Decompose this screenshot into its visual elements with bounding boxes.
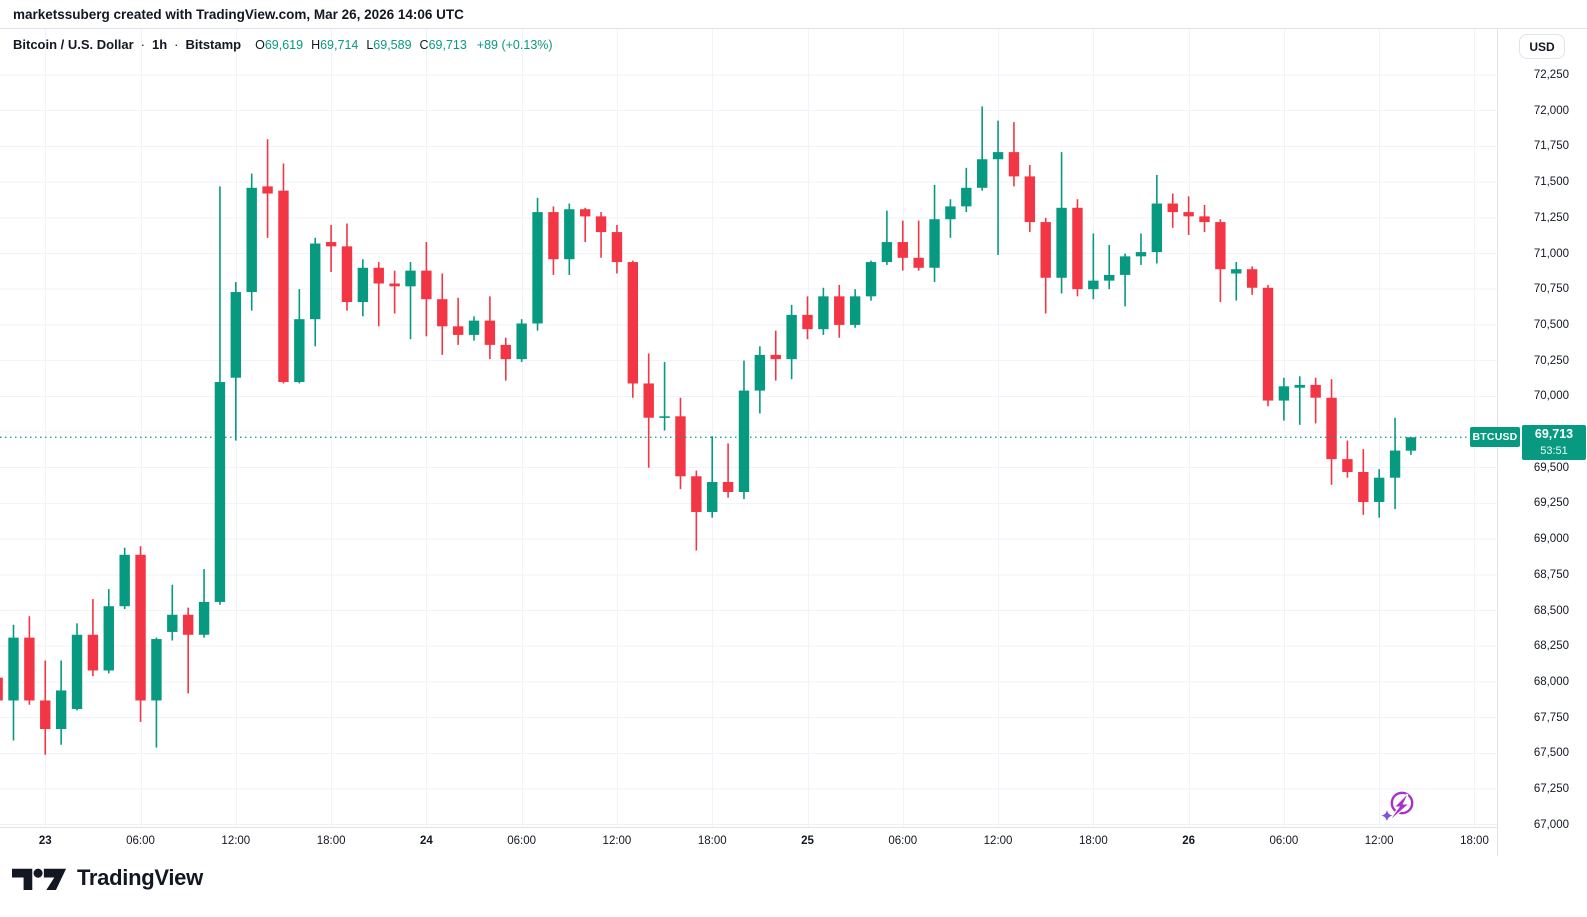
exchange-label[interactable]: Bitstamp (185, 37, 242, 52)
chart-legend: Bitcoin / U.S. Dollar · 1h · Bitstamp O6… (13, 37, 553, 52)
ohlc-values: O69,619 H69,714 L69,589 C69,713 (255, 37, 475, 52)
price-tick: 71,000 (1533, 247, 1569, 260)
price-tick: 68,000 (1533, 675, 1569, 688)
time-tick: 26 (1182, 835, 1196, 847)
time-tick: 12:00 (602, 835, 632, 847)
time-tick: 23 (38, 835, 52, 847)
change-value: +89 (+0.13%) (476, 38, 553, 52)
open-label: O (255, 38, 265, 52)
low-label: L (366, 38, 374, 52)
price-tick: 72,000 (1533, 104, 1569, 117)
time-tick: 06:00 (126, 835, 155, 847)
time-tick: 12:00 (221, 835, 251, 847)
price-tick: 69,250 (1533, 497, 1569, 510)
time-tick: 25 (801, 835, 814, 847)
price-tick: 70,250 (1533, 354, 1569, 367)
price-tick: 72,250 (1533, 69, 1569, 81)
footer: TradingView (12, 862, 203, 893)
price-tick: 68,250 (1533, 640, 1569, 653)
btcusd-badge: BTCUSD (1470, 427, 1520, 447)
price-tick: 67,250 (1533, 783, 1569, 795)
candlestick-chart[interactable] (0, 29, 1497, 827)
price-tick: 70,000 (1533, 390, 1569, 403)
time-tick: 06:00 (888, 835, 918, 847)
close-label: C (419, 38, 429, 52)
price-tick: 70,750 (1533, 283, 1569, 296)
high-value: 69,714 (320, 38, 359, 52)
chart-widget: Bitcoin / U.S. Dollar · 1h · Bitstamp O6… (0, 28, 1587, 856)
time-tick: 06:00 (1269, 835, 1299, 847)
price-tick: 67,750 (1533, 711, 1569, 724)
legend-separator: · (140, 37, 145, 52)
time-tick: 12:00 (983, 835, 1013, 847)
price-tick: 68,500 (1533, 604, 1569, 617)
currency-usd-button[interactable]: USD (1519, 34, 1565, 59)
time-tick: 12:00 (1364, 835, 1394, 847)
tradingview-logo-icon[interactable] (12, 862, 68, 893)
time-tick: 06:00 (507, 835, 537, 847)
open-value: 69,619 (264, 38, 304, 52)
price-tick: 71,250 (1533, 211, 1569, 224)
price-tick: 69,000 (1533, 533, 1569, 546)
symbol-title[interactable]: Bitcoin / U.S. Dollar (13, 37, 134, 52)
tradingview-logo-text[interactable]: TradingView (77, 864, 203, 890)
time-tick: 18:00 (1460, 835, 1489, 847)
interval-label[interactable]: 1h (151, 37, 168, 52)
price-tick: 71,500 (1533, 176, 1569, 189)
low-value: 69,589 (373, 38, 412, 52)
lightning-bolt-icon (1391, 795, 1408, 819)
time-tick: 18:00 (697, 835, 727, 847)
flash-icon[interactable] (1378, 789, 1418, 829)
price-tick: 67,500 (1533, 747, 1569, 760)
time-tick: 24 (419, 835, 433, 847)
price-tick: 70,500 (1533, 318, 1569, 331)
price-tick: 69,500 (1533, 461, 1569, 474)
legend-separator: · (174, 37, 179, 52)
price-tick: 71,750 (1533, 140, 1569, 153)
price-tick: 68,750 (1533, 568, 1569, 581)
attribution-text: marketssuberg created with TradingView.c… (13, 7, 464, 22)
price-tick: 67,000 (1533, 818, 1569, 831)
last-price-badge: 69,713 53:51 (1522, 425, 1586, 460)
high-label: H (311, 38, 321, 52)
last-price-value: 69,713 (1534, 427, 1574, 441)
time-tick: 18:00 (1078, 835, 1108, 847)
time-tick: 18:00 (316, 835, 346, 847)
close-value: 69,713 (428, 38, 467, 52)
sparkle-icon (1381, 810, 1393, 822)
time-axis[interactable]: 23 06:00 12:00 18:00 24 06:00 12:00 18:00 25 06:0… (0, 827, 1587, 856)
countdown-timer: 53:51 (1540, 445, 1568, 457)
